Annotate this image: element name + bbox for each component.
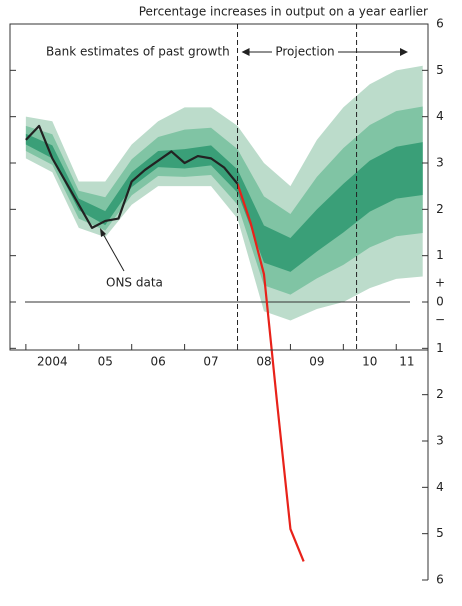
- y-tick-label: 0: [436, 295, 444, 309]
- x-tick-label: 09: [309, 355, 324, 369]
- sign: +: [435, 276, 445, 290]
- y-tick-label: 2: [436, 202, 444, 216]
- x-tick-label: 08: [256, 355, 271, 369]
- y-tick-label: 2: [436, 387, 444, 401]
- data-line: [236, 183, 305, 562]
- y-tick-label: 5: [436, 63, 444, 77]
- y-tick-label: 3: [436, 434, 444, 448]
- x-tick-label: 2004: [37, 355, 68, 369]
- y-tick-label: 1: [436, 248, 444, 262]
- x-tick-label: 07: [203, 355, 218, 369]
- arrowhead: [100, 228, 106, 237]
- y-tick-label: 6: [436, 17, 444, 31]
- y-tick-label: 4: [436, 109, 444, 123]
- annotation-arrow: [101, 231, 125, 272]
- annotation: Bank estimates of past growth: [46, 45, 230, 59]
- arrowhead: [400, 48, 408, 56]
- x-tick-label: 06: [151, 355, 166, 369]
- y-tick-label: 1: [436, 341, 444, 355]
- annotation: Projection: [275, 45, 334, 59]
- y-tick-label: 3: [436, 156, 444, 170]
- y-tick-label: 4: [436, 480, 444, 494]
- data-line: [25, 124, 239, 229]
- x-tick-label: 10: [362, 355, 377, 369]
- chart-title: Percentage increases in output on a year…: [139, 5, 428, 19]
- x-tick-label: 11: [399, 355, 414, 369]
- y-tick-label: 5: [436, 526, 444, 540]
- annotation: ONS data: [106, 276, 163, 290]
- fan-band: [25, 133, 423, 272]
- frame: [9, 23, 429, 351]
- x-tick-label: 05: [98, 355, 113, 369]
- sign: −: [435, 313, 445, 327]
- y-tick-label: 6: [436, 573, 444, 587]
- arrowhead: [241, 48, 250, 56]
- fan-band: [25, 106, 423, 295]
